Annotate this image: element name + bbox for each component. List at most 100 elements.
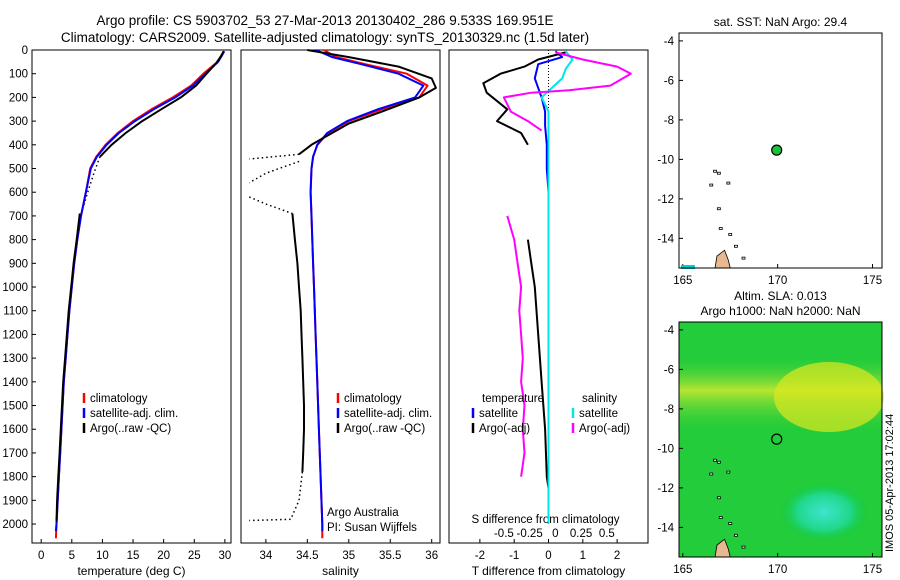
depth-tick-label: 1500	[2, 401, 28, 413]
difference-salinity-legend-label: Argo(-adj)	[579, 423, 630, 435]
sst-map-island	[713, 169, 717, 173]
depth-tick-label: 200	[9, 92, 28, 104]
sst-map-frame	[678, 32, 883, 269]
temperature-legend-label: satellite-adj. clim.	[90, 408, 178, 420]
sla-map-ytick-label: -14	[657, 522, 674, 534]
difference-xtick-label: -2	[475, 550, 485, 562]
temperature-series-2	[99, 50, 225, 158]
sla-map-island	[713, 458, 717, 462]
depth-tick-label: 300	[9, 116, 28, 128]
sla-map-island	[709, 472, 714, 476]
chart-title-line2: Climatology: CARS2009. Satellite-adjuste…	[60, 30, 590, 45]
sla-map-island	[728, 522, 733, 525]
sla-map-ytick-label: -4	[664, 325, 675, 337]
salinity-argo-flagged-4	[249, 471, 304, 522]
depth-tick-label: 2000	[2, 519, 28, 531]
salinity-argo-flagged-1	[249, 153, 300, 160]
sst-map-xtick-label: 170	[768, 275, 787, 287]
difference-temperature-legend-label: satellite	[479, 408, 518, 420]
sst-map-ytick-label: -6	[664, 75, 674, 87]
salinity-xtick-label: 35	[342, 550, 355, 562]
sst-map-edge-swatch	[680, 265, 695, 270]
sst-map-ytick-label: -12	[657, 194, 674, 206]
temperature-legend-label: climatology	[90, 393, 148, 405]
difference-legend-temperature-header: temperature	[482, 393, 544, 405]
depth-tick-label: 0	[22, 45, 28, 57]
temperature-series-0	[54, 50, 225, 539]
depth-tick-label: 600	[9, 187, 28, 199]
temperature-legend-label: Argo(..raw -QC)	[90, 423, 171, 435]
difference-xtick-label: 2	[614, 550, 620, 562]
sst-map-island	[716, 207, 721, 211]
salinity-series-2	[298, 49, 437, 156]
difference-xtick-label: 1	[580, 550, 586, 562]
salinity-series-1	[309, 49, 425, 532]
depth-tick-label: 400	[9, 140, 28, 152]
difference-series-5	[506, 215, 526, 477]
difference-xtick-label: 0	[545, 550, 551, 562]
temperature-xlabel: temperature (deg C)	[77, 564, 185, 578]
salinity-xlabel: salinity	[322, 564, 359, 578]
temperature-xtick-label: 0	[38, 550, 44, 562]
sst-map-ytick-label: -10	[657, 154, 674, 166]
difference-x2tick-label: 0.25	[570, 528, 592, 540]
salinity-xtick-label: 35.5	[379, 550, 401, 562]
sst-map-island	[709, 183, 714, 187]
sst-map-island	[741, 256, 746, 260]
sst-map-ytick-label: -8	[664, 115, 674, 127]
sst-map-ytick-label: -14	[657, 233, 674, 245]
sla-map-high-patch	[774, 362, 884, 432]
salinity-series-3	[291, 213, 305, 472]
depth-tick-label: 1700	[2, 448, 28, 460]
depth-tick-label: 1600	[2, 424, 28, 436]
salinity-argo-flagged-3	[248, 196, 293, 215]
sla-map-xtick-label: 170	[768, 564, 787, 576]
sla-map-low-patch	[779, 482, 869, 542]
sla-map-xtick-label: 165	[673, 564, 692, 576]
sla-map-island	[741, 545, 746, 549]
depth-tick-label: 1800	[2, 472, 28, 484]
sst-map-xtick-label: 165	[673, 275, 692, 287]
sla-map-title-line2: Argo h1000: NaN h2000: NaN	[700, 304, 860, 318]
sst-map-island	[734, 244, 738, 248]
temperature-plot-frame	[31, 49, 232, 544]
sla-map-ytick-label: -10	[657, 443, 674, 455]
depth-tick-label: 1100	[3, 306, 28, 318]
difference-series-3	[540, 50, 574, 524]
chart-title-line1: Argo profile: CS 5903702_53 27-Mar-2013 …	[96, 13, 554, 28]
depth-tick-label: 1000	[2, 282, 28, 294]
difference-x2tick-label: 0.5	[599, 528, 615, 540]
sst-map-ytick-label: -4	[664, 36, 675, 48]
temperature-xtick-label: 30	[218, 550, 231, 562]
difference-temperature-legend-label: Argo(-adj)	[479, 423, 530, 435]
difference-xtick-label: -1	[509, 550, 519, 562]
difference-xlabel: T difference from climatology	[472, 564, 626, 578]
sst-map-title: sat. SST: NaN Argo: 29.4	[714, 15, 848, 29]
salinity-xtick-label: 34	[259, 550, 272, 562]
salinity-series-0	[309, 49, 429, 539]
salinity-plot-frame	[240, 49, 441, 544]
depth-tick-label: 1200	[2, 329, 28, 341]
sst-map-profile-marker	[771, 144, 783, 156]
sst-map-island	[716, 171, 721, 175]
salinity-annotation-line1: Argo Australia	[327, 507, 399, 519]
depth-tick-label: 1300	[2, 353, 28, 365]
temperature-xtick-label: 5	[69, 550, 75, 562]
sla-map-ytick-label: -8	[664, 404, 674, 416]
difference-legend-salinity-header: salinity	[582, 393, 617, 405]
difference-x2label: S difference from climatology	[471, 514, 619, 526]
temperature-argo-flagged	[82, 156, 101, 207]
depth-tick-label: 700	[9, 211, 28, 223]
difference-series-2	[526, 239, 550, 489]
sla-map-island	[716, 460, 721, 464]
depth-tick-label: 500	[9, 164, 28, 176]
sst-map-xtick-label: 175	[863, 275, 882, 287]
difference-x2tick-label: -0.5	[494, 528, 514, 540]
depth-tick-label: 100	[9, 69, 28, 81]
difference-salinity-legend-label: satellite	[579, 408, 618, 420]
sla-map-xtick-label: 175	[863, 564, 882, 576]
sla-map-island	[734, 533, 738, 537]
depth-tick-label: 800	[9, 235, 28, 247]
sla-map-island	[718, 516, 723, 519]
